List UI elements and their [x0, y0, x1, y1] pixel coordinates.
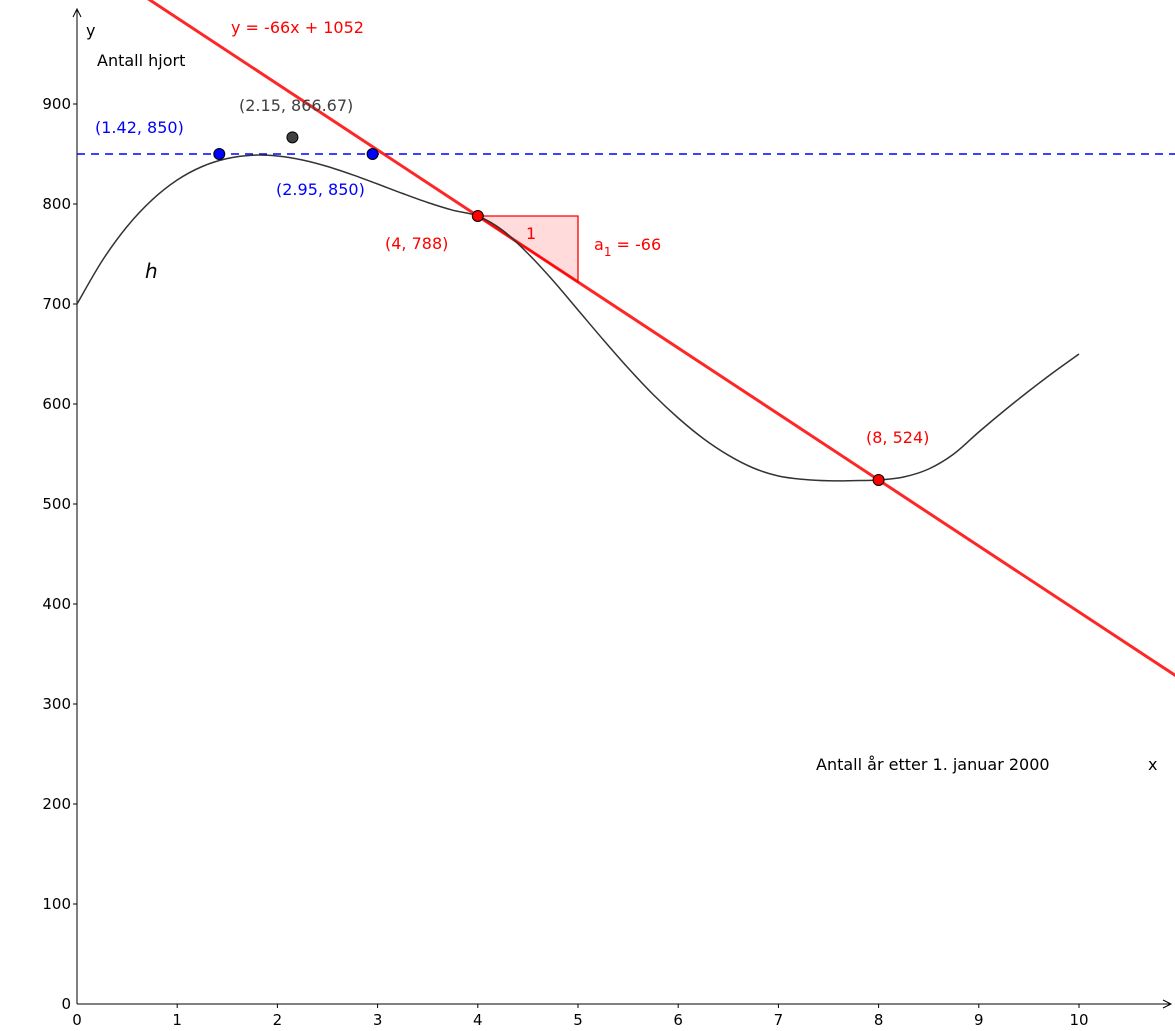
y-tick-label: 300: [42, 695, 71, 713]
y-axis-label: Antall hjort: [97, 51, 185, 70]
point-marker: [213, 148, 226, 160]
x-axis-label: Antall år etter 1. januar 2000: [816, 755, 1050, 774]
y-tick-label: 800: [42, 195, 71, 213]
x-tick-label: 6: [673, 1011, 683, 1029]
point-label-2-15-866: (2.15, 866.67): [239, 96, 353, 115]
y-tick-label: 0: [61, 995, 71, 1013]
x-tick-label: 4: [473, 1011, 483, 1029]
x-tick-label: 9: [974, 1011, 984, 1029]
curve-h: [76, 154, 1080, 482]
slope-run-label: 1: [526, 224, 536, 243]
y-tick-label: 200: [42, 795, 71, 813]
point-marker: [872, 474, 885, 486]
point-label-2-95-850: (2.95, 850): [276, 180, 365, 199]
y-tick-label: 700: [42, 295, 71, 313]
y-tick-label: 400: [42, 595, 71, 613]
tangent-line: [147, 0, 1175, 678]
point-marker: [286, 131, 299, 144]
slope-value-label: a1 = -66: [594, 235, 661, 259]
x-tick-label: 2: [273, 1011, 283, 1029]
slope-value: = -66: [611, 235, 661, 254]
slope-subscript: 1: [604, 245, 612, 259]
y-tick-label: 100: [42, 895, 71, 913]
x-tick-label: 7: [774, 1011, 784, 1029]
y-axis-arrow: [72, 7, 82, 18]
point-marker: [366, 148, 379, 160]
curve-name-label: h: [145, 259, 158, 283]
y-tick-label: 500: [42, 495, 71, 513]
x-tick-label: 10: [1069, 1011, 1088, 1029]
slope-symbol: a: [594, 235, 604, 254]
x-tick-label: 0: [72, 1011, 82, 1029]
y-tick-label: 900: [42, 95, 71, 113]
x-tick-label: 5: [573, 1011, 583, 1029]
point-label-1-42-850: (1.42, 850): [95, 118, 184, 137]
x-tick-label: 8: [874, 1011, 884, 1029]
x-axis-name: x: [1148, 755, 1157, 774]
y-tick-label: 600: [42, 395, 71, 413]
point-marker: [471, 210, 484, 222]
y-axis-name: y: [86, 21, 95, 40]
point-label-8-524: (8, 524): [866, 428, 929, 447]
tangent-line-label: y = -66x + 1052: [231, 18, 364, 37]
point-label-4-788: (4, 788): [385, 234, 448, 253]
x-axis-arrow: [1162, 999, 1173, 1009]
x-tick-label: 3: [373, 1011, 383, 1029]
x-tick-label: 1: [172, 1011, 182, 1029]
